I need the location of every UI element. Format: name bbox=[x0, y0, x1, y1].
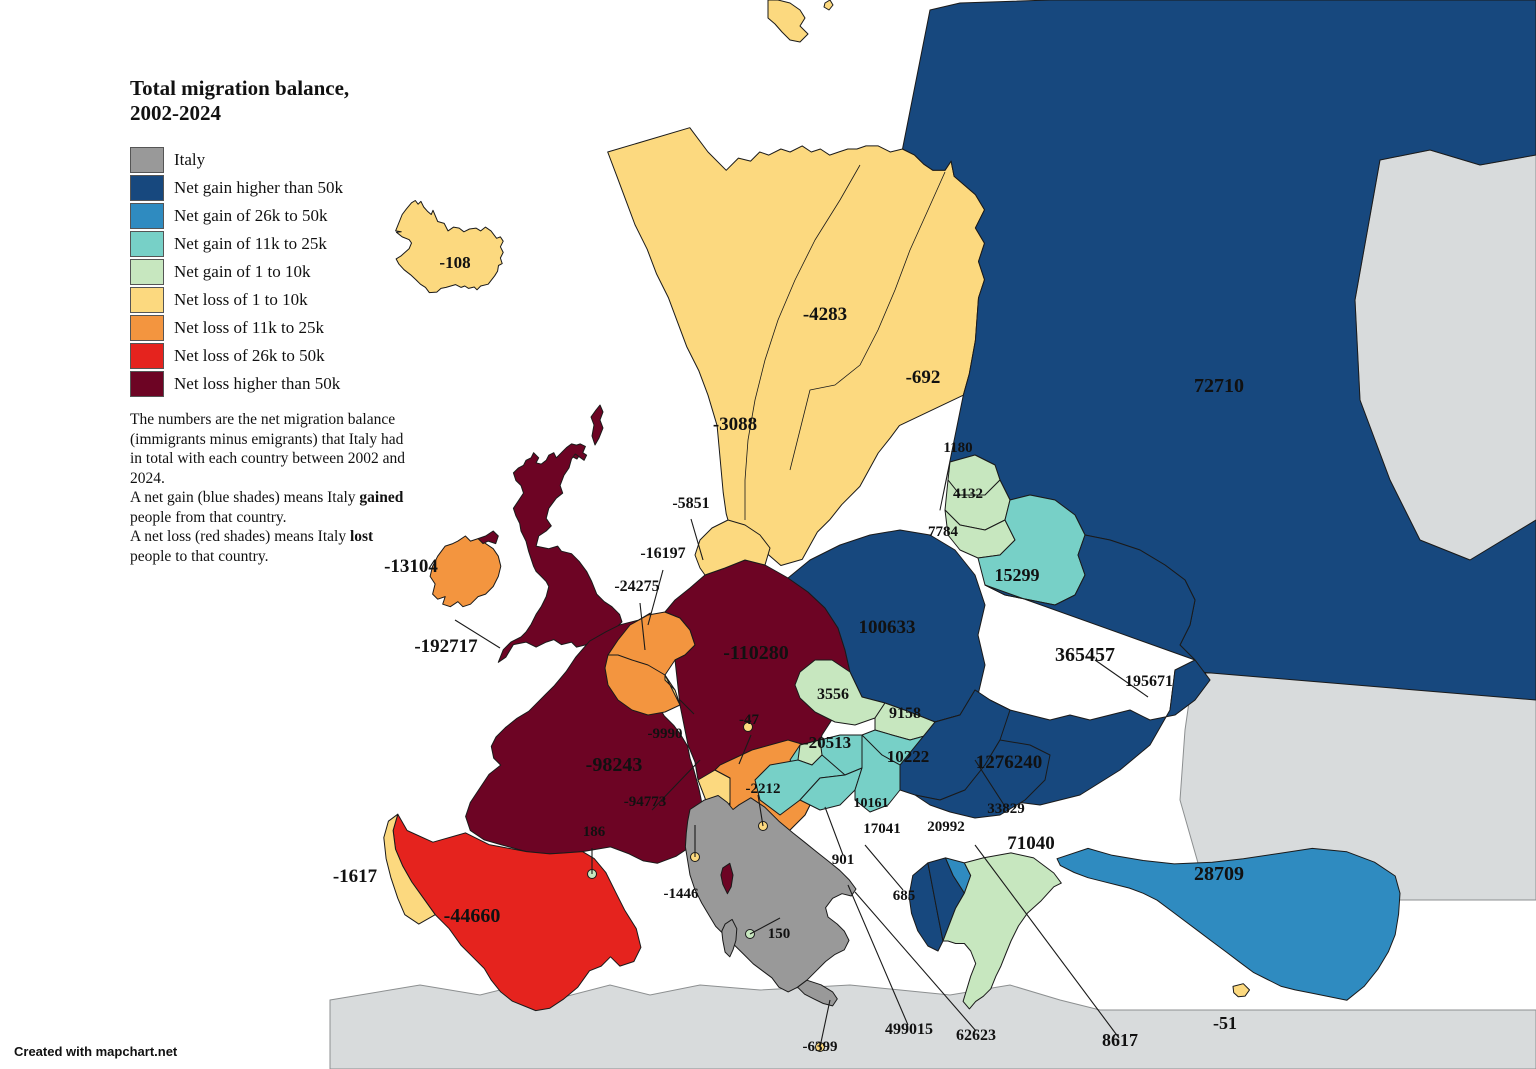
svg-text:20992: 20992 bbox=[927, 819, 965, 835]
svg-text:901: 901 bbox=[832, 852, 855, 868]
svg-text:-692: -692 bbox=[906, 367, 941, 388]
svg-text:-24275: -24275 bbox=[614, 578, 659, 595]
svg-text:3556: 3556 bbox=[817, 686, 849, 703]
svg-text:100633: 100633 bbox=[859, 617, 916, 638]
svg-text:685: 685 bbox=[893, 888, 916, 904]
svg-text:-110280: -110280 bbox=[723, 642, 789, 664]
svg-text:-98243: -98243 bbox=[586, 754, 643, 776]
svg-text:195671: 195671 bbox=[1125, 673, 1173, 690]
svg-text:365457: 365457 bbox=[1055, 644, 1115, 666]
svg-text:-51: -51 bbox=[1213, 1013, 1237, 1033]
svg-text:-47: -47 bbox=[739, 712, 759, 728]
svg-text:-9990: -9990 bbox=[648, 726, 683, 742]
svg-text:-1617: -1617 bbox=[333, 866, 378, 887]
svg-text:62623: 62623 bbox=[956, 1027, 996, 1044]
svg-text:-5851: -5851 bbox=[672, 495, 709, 512]
svg-text:4132: 4132 bbox=[953, 486, 983, 502]
svg-text:-4283: -4283 bbox=[803, 304, 847, 325]
svg-text:10161: 10161 bbox=[854, 796, 889, 811]
svg-text:499015: 499015 bbox=[885, 1021, 933, 1038]
svg-text:1180: 1180 bbox=[943, 440, 972, 456]
svg-text:17041: 17041 bbox=[863, 821, 901, 837]
svg-text:-192717: -192717 bbox=[414, 636, 478, 657]
svg-text:-44660: -44660 bbox=[444, 905, 501, 927]
svg-text:72710: 72710 bbox=[1194, 375, 1244, 397]
svg-text:-16197: -16197 bbox=[640, 545, 685, 562]
svg-text:-94773: -94773 bbox=[624, 794, 667, 810]
svg-text:186: 186 bbox=[583, 824, 606, 840]
svg-text:28709: 28709 bbox=[1194, 863, 1244, 885]
svg-text:150: 150 bbox=[768, 926, 791, 942]
svg-text:1276240: 1276240 bbox=[976, 752, 1043, 773]
svg-text:10222: 10222 bbox=[887, 747, 930, 766]
svg-text:-3088: -3088 bbox=[713, 414, 757, 435]
svg-text:-6399: -6399 bbox=[803, 1039, 838, 1055]
svg-text:-1446: -1446 bbox=[664, 886, 699, 902]
svg-text:71040: 71040 bbox=[1007, 833, 1055, 854]
svg-text:15299: 15299 bbox=[995, 565, 1040, 585]
svg-text:33829: 33829 bbox=[987, 801, 1025, 817]
svg-text:9158: 9158 bbox=[889, 705, 921, 722]
svg-text:-2212: -2212 bbox=[746, 781, 781, 797]
svg-text:-20513: -20513 bbox=[803, 733, 851, 752]
svg-text:8617: 8617 bbox=[1102, 1030, 1138, 1050]
svg-text:7784: 7784 bbox=[928, 524, 959, 540]
